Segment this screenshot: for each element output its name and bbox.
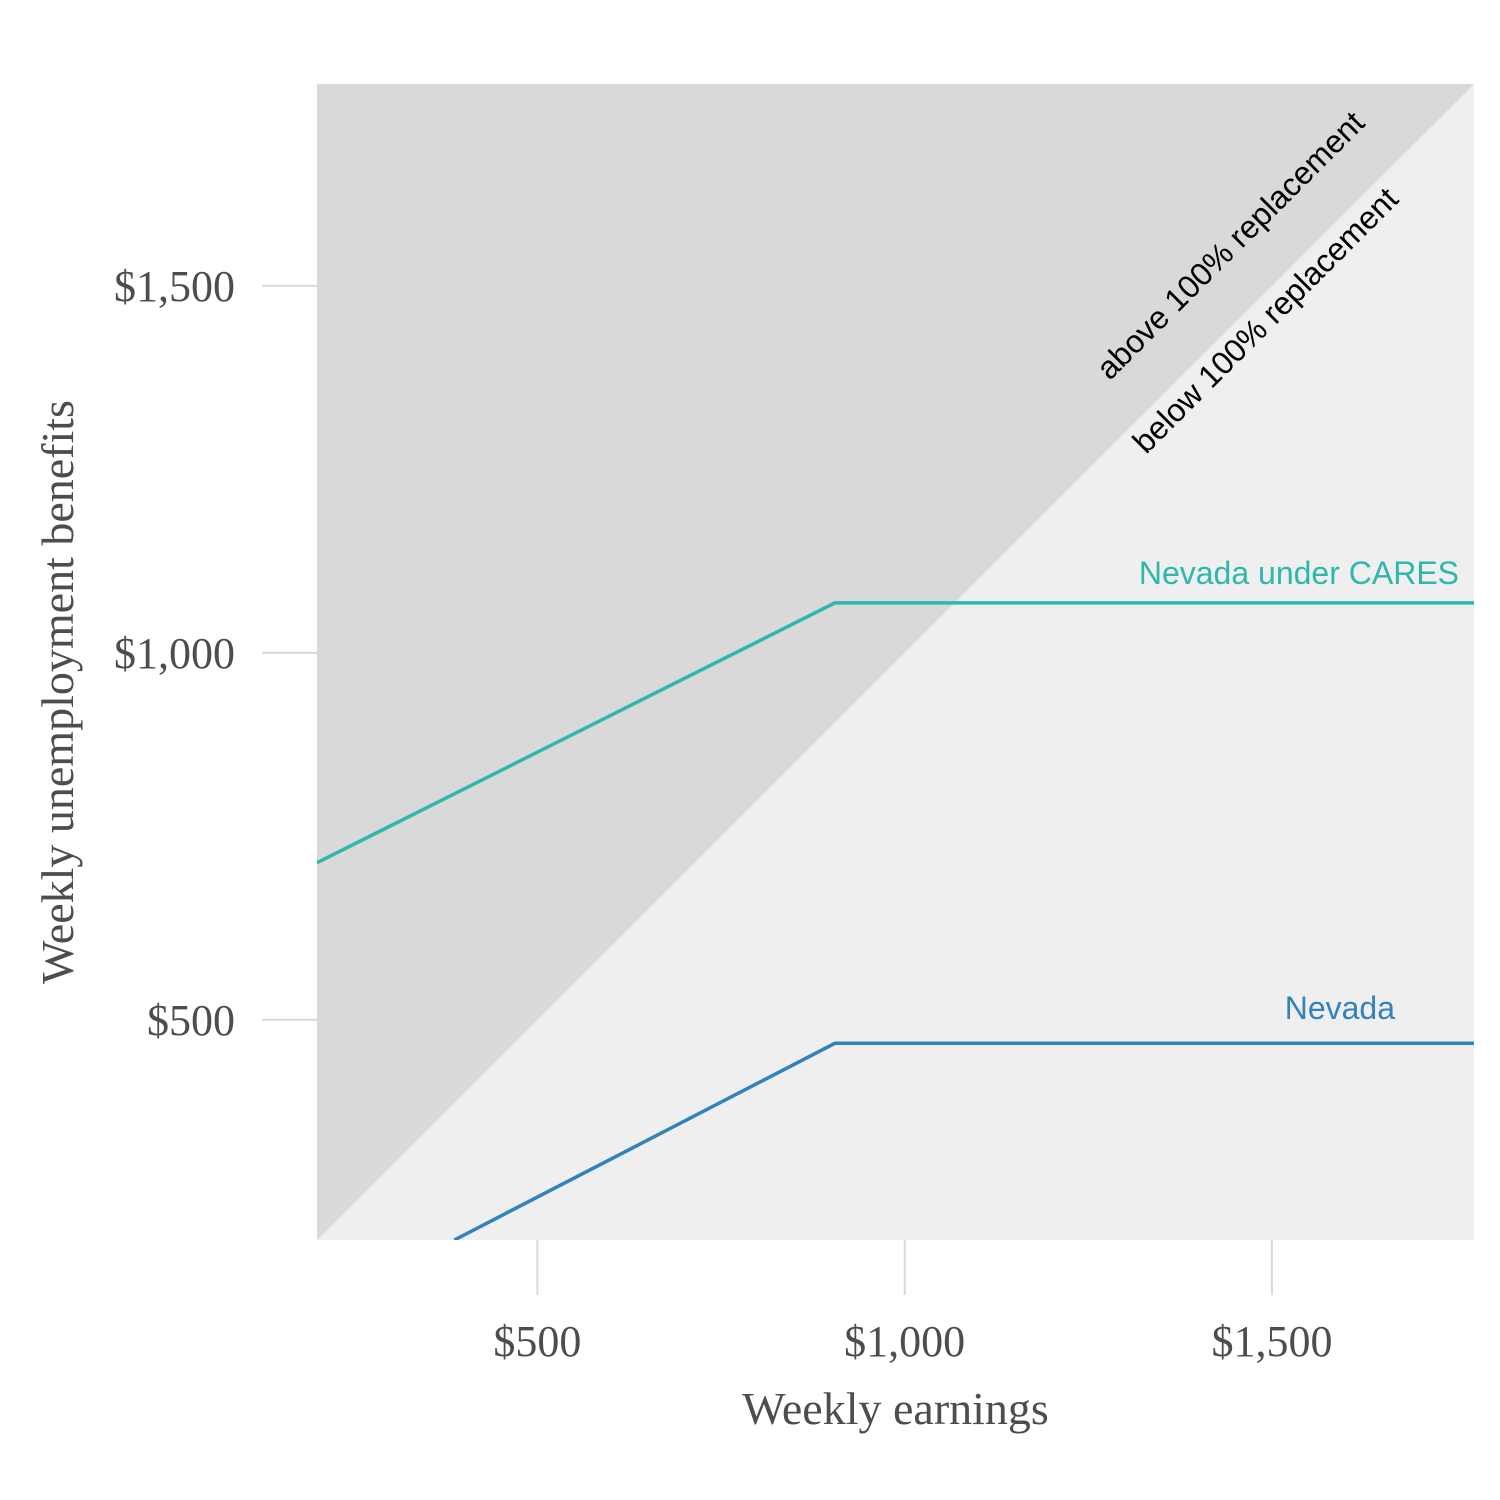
y-tick-label: $1,000 (114, 629, 235, 678)
y-tick-label: $500 (147, 996, 235, 1045)
x-tick-label: $1,000 (844, 1317, 965, 1366)
series-line-nevada-under-cares (317, 601, 1474, 865)
above-replacement-region (317, 84, 1474, 1240)
x-axis-title: Weekly earnings (742, 1383, 1049, 1434)
series-line-nevada (453, 1041, 1474, 1240)
series-label-nevada-under-cares: Nevada under CARES (1139, 555, 1459, 591)
x-tick-label: $1,500 (1211, 1317, 1332, 1366)
series-label-nevada: Nevada (1285, 990, 1396, 1026)
y-axis-title: Weekly unemployment benefits (32, 400, 83, 984)
y-tick-label: $1,500 (114, 262, 235, 311)
x-tick-label: $500 (493, 1317, 581, 1366)
